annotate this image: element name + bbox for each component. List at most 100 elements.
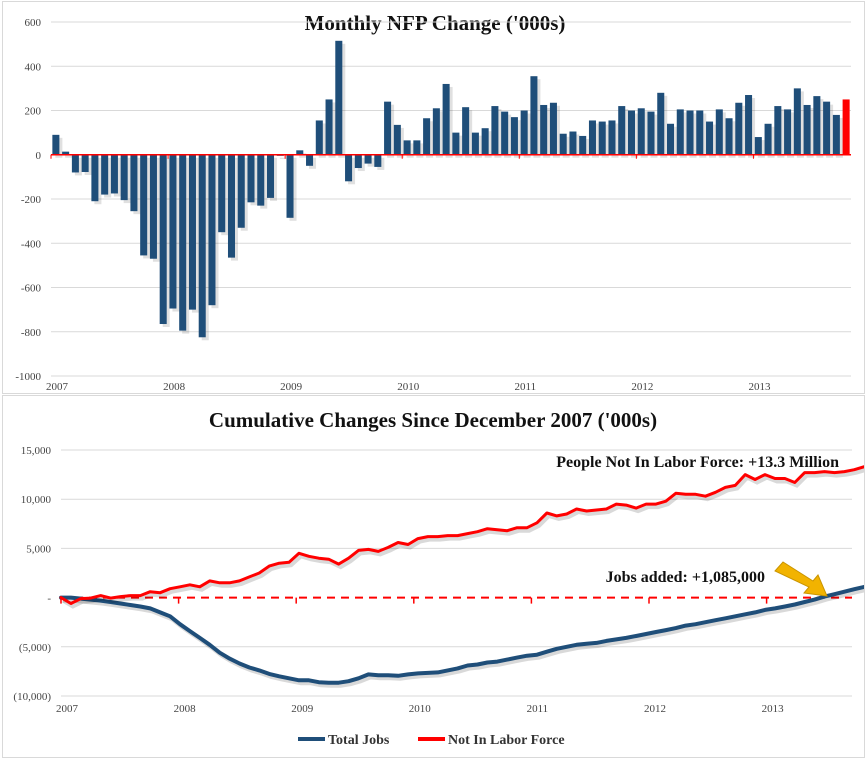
bar <box>774 106 782 155</box>
bar <box>179 154 187 331</box>
bar <box>296 150 304 155</box>
x-tick-label: 2011 <box>527 703 549 715</box>
bar <box>618 106 626 155</box>
bar <box>842 99 850 155</box>
jobs-added-annotation: Jobs added: +1,085,000 <box>606 569 765 586</box>
x-tick-label: 2011 <box>514 381 536 393</box>
bar <box>569 131 577 155</box>
bar <box>462 107 470 155</box>
x-tick-label: 2008 <box>163 381 186 393</box>
bar <box>676 109 684 155</box>
y-tick-label: (5,000) <box>19 642 51 654</box>
bar <box>130 154 138 212</box>
bar <box>52 134 60 155</box>
chart-title: Cumulative Changes Since December 2007 (… <box>209 408 657 432</box>
x-tick-label: 2012 <box>644 703 666 715</box>
bar <box>764 123 772 155</box>
not-in-labor-force-line <box>59 465 864 605</box>
bar <box>754 137 762 155</box>
bar <box>110 154 118 194</box>
not-in-labor-force-annotation: People Not In Labor Force: +13.3 Million <box>556 454 839 471</box>
bar <box>101 154 109 195</box>
bar <box>549 102 557 155</box>
bar <box>91 154 99 202</box>
bar <box>384 101 392 155</box>
bar <box>208 154 216 306</box>
bar <box>813 96 821 155</box>
x-tick-label: 2007 <box>46 381 69 393</box>
x-tick-label: 2013 <box>748 381 771 393</box>
bar <box>325 99 333 155</box>
bar <box>696 110 704 155</box>
bar <box>803 104 811 155</box>
bar <box>667 123 675 155</box>
bar <box>540 104 548 155</box>
bar <box>793 88 801 155</box>
bar <box>403 140 411 155</box>
bar <box>267 154 275 198</box>
monthly-nfp-chart: Monthly NFP Change ('000s) 600 400 200 0 -20… <box>15 11 851 393</box>
y-tick-label: 600 <box>25 17 42 29</box>
y-tick-label: 0 <box>36 150 42 162</box>
x-tick-label: 2013 <box>762 703 785 715</box>
bar <box>247 154 255 203</box>
y-tick-label: -800 <box>21 327 42 339</box>
bar <box>198 154 206 338</box>
y-tick-label: 15,000 <box>21 445 52 457</box>
bar <box>706 121 714 155</box>
y-tick-label: - <box>47 593 51 605</box>
bar <box>442 83 450 155</box>
x-tick-label: 2007 <box>56 703 79 715</box>
bar <box>735 102 743 155</box>
bar <box>227 154 235 258</box>
bar <box>159 154 167 325</box>
bar <box>71 154 79 173</box>
total-jobs-line <box>59 584 864 685</box>
x-tick-label: 2012 <box>631 381 653 393</box>
y-tick-label: 5,000 <box>26 543 51 555</box>
cumulative-changes-chart: Cumulative Changes Since December 2007 (… <box>13 408 864 748</box>
arrow-shape <box>774 561 828 597</box>
bar <box>823 101 831 155</box>
chart-title: Monthly NFP Change ('000s) <box>305 11 566 35</box>
bar <box>579 135 587 155</box>
cumulative-changes-panel: Cumulative Changes Since December 2007 (… <box>2 395 865 758</box>
y-tick-label: -200 <box>21 194 42 206</box>
legend-label-not-in-labor-force: Not In Labor Force <box>448 733 565 748</box>
bar <box>335 40 343 155</box>
bar <box>501 111 509 155</box>
bar <box>374 154 382 167</box>
series-shadow <box>61 468 864 609</box>
legend: Total Jobs Not In Labor Force <box>298 733 565 748</box>
bar <box>188 154 196 310</box>
x-tick-label: 2008 <box>174 703 197 715</box>
bar <box>686 110 694 155</box>
y-tick-label: -400 <box>21 238 42 250</box>
x-tick-label: 2010 <box>397 381 420 393</box>
bar <box>81 154 89 173</box>
bar <box>832 114 840 155</box>
bar <box>354 154 362 169</box>
bar <box>120 154 128 201</box>
bar <box>491 106 499 155</box>
bar <box>598 121 606 155</box>
bar <box>784 109 792 155</box>
legend-label-total-jobs: Total Jobs <box>328 733 390 748</box>
x-tick-label: 2009 <box>280 381 303 393</box>
y-tick-label: 400 <box>25 61 42 73</box>
bar <box>471 132 479 155</box>
arrow-icon <box>774 561 828 597</box>
x-tick-label: 2010 <box>409 703 432 715</box>
bar <box>745 95 753 155</box>
bar <box>510 117 518 155</box>
bar <box>588 120 596 155</box>
bar <box>520 110 528 155</box>
bar-shadow <box>299 153 307 158</box>
y-tick-label: -1000 <box>15 371 41 383</box>
bar <box>149 154 157 259</box>
bar <box>237 154 245 228</box>
y-tick-label: -600 <box>21 283 42 295</box>
y-tick-label: 10,000 <box>21 494 52 506</box>
bar <box>725 118 733 155</box>
bar <box>345 154 353 182</box>
